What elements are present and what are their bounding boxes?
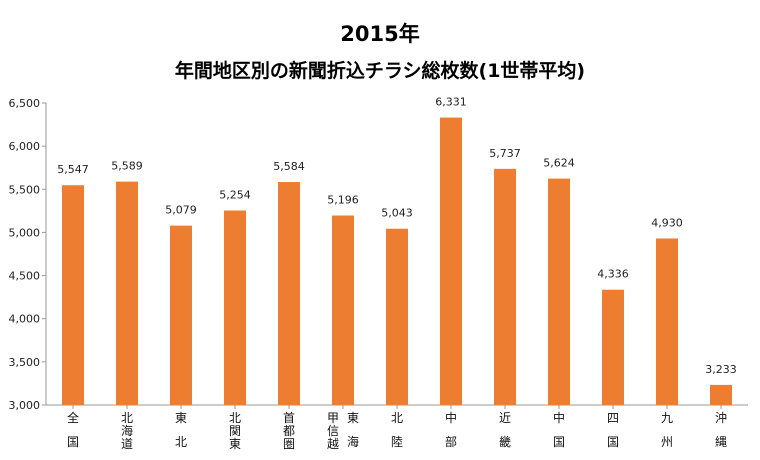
data-label: 5,079 [165,204,197,217]
x-category-label: 首都圏首都圏 [283,411,295,451]
bar [494,168,516,405]
data-label: 5,254 [219,189,251,202]
x-category-char: 国 [67,435,79,449]
chart-title: 2015年 [340,22,420,46]
data-label: 5,584 [273,160,305,173]
x-category-char: 北 [175,435,187,449]
x-category-label: 甲信越 東海甲信越東海 [327,411,359,451]
y-tick-label: 6,000 [9,140,41,153]
y-tick-label: 5,500 [9,183,41,196]
data-label: 6,331 [435,96,467,109]
y-tick-label: 4,000 [9,313,41,326]
x-category-char: 中 [553,410,565,425]
x-category-char: 北 [391,411,403,425]
x-category-char: 畿 [499,435,511,449]
x-category-char: 沖 [715,411,727,425]
chart-subtitle: 年間地区別の新聞折込チラシ総枚数(1世帯平均) [174,60,586,82]
x-category-char: 陸 [391,435,403,449]
bar [62,185,84,405]
y-tick-label: 4,500 [9,270,41,283]
x-category-char: 縄 [715,434,727,449]
x-category-char: 部 [445,434,457,449]
bar [548,178,570,405]
bar [170,225,192,405]
data-label: 3,233 [705,363,737,376]
y-tick-label: 5,000 [9,226,41,239]
x-category-label: 北海道北海道 [121,411,133,451]
x-category-char: 道 [121,437,133,451]
x-category-char: 海 [347,434,359,449]
x-category-char: 越 [327,437,339,451]
x-category-char: 関 [229,424,241,438]
y-tick-label: 6,500 [9,97,41,110]
bar [386,228,408,405]
x-category-char: 中 [445,410,457,425]
x-category-label: 沖縄沖縄 [715,411,727,449]
x-category-label: 中国中国 [553,410,565,449]
x-category-label: 四国四国 [607,411,619,449]
x-category-char: 甲 [327,411,339,425]
x-category-char: 圏 [283,437,295,451]
data-label: 5,589 [111,160,143,173]
bar [116,181,138,405]
x-category-char: 近 [499,411,511,425]
x-category-char: 州 [661,435,673,449]
bar [602,289,624,405]
x-category-char: 国 [607,435,619,449]
x-category-char: 東 [229,437,241,451]
data-label: 4,930 [651,216,683,229]
x-category-label: 北関東北関東 [229,411,241,451]
x-category-label: 中部中部 [445,410,457,449]
y-tick-label: 3,000 [9,399,41,412]
x-category-char: 東 [175,411,187,425]
x-category-label: 近畿近畿 [499,411,511,449]
x-category-char: 全 [67,410,79,425]
bar [656,238,678,405]
data-label: 5,547 [57,163,89,176]
x-category-char: 海 [121,423,133,438]
data-label: 5,196 [327,194,359,207]
y-tick-label: 3,500 [9,356,41,369]
x-category-char: 都 [283,424,295,438]
x-category-char: 北 [121,411,133,425]
x-category-char: 信 [327,424,339,438]
x-category-char: 国 [553,435,565,449]
x-category-label: 全国全国 [67,410,79,449]
data-label: 5,737 [489,147,521,160]
bar [710,384,732,405]
x-category-label: 九州九州 [661,411,673,449]
x-category-char: 四 [607,411,619,425]
bar [332,215,354,405]
x-category-char: 九 [661,411,673,425]
data-label: 4,336 [597,268,629,281]
data-label: 5,624 [543,157,575,170]
x-category-char: 東 [347,411,359,425]
bar [440,117,462,406]
x-category-char: 北 [229,411,241,425]
bar [224,210,246,405]
data-label: 5,043 [381,207,413,220]
x-category-label: 北陸北陸 [391,411,403,449]
bar [278,182,300,405]
x-category-label: 東北東北 [175,411,187,449]
x-category-char: 首 [283,411,295,425]
